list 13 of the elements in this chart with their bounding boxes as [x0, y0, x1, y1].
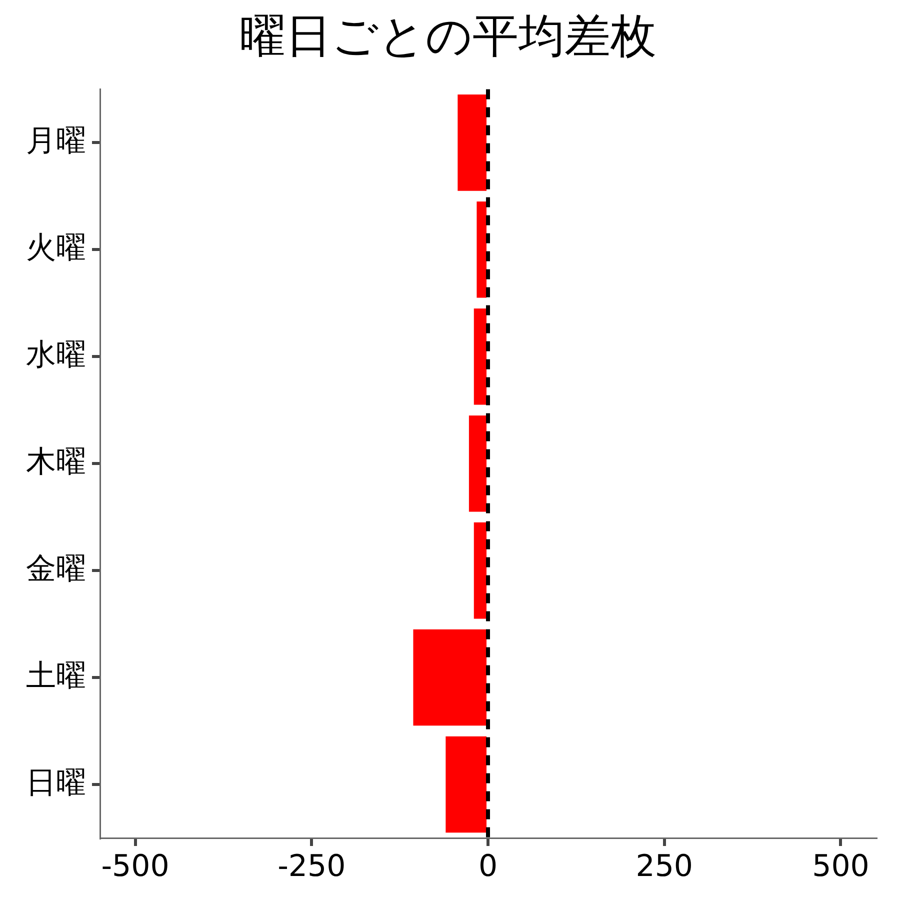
x-tick-label: 0 [478, 848, 498, 884]
y-tick-label: 木曜 [26, 444, 86, 480]
y-tick-label: 土曜 [26, 658, 86, 694]
x-tick-label: -500 [101, 848, 170, 884]
x-tick-label: 500 [812, 848, 870, 884]
chart-title: 曜日ごとの平均差枚 [240, 8, 656, 63]
y-tick-label: 月曜 [26, 123, 86, 158]
x-tick-label: -250 [278, 848, 346, 884]
y-tick-label: 日曜 [26, 765, 86, 800]
y-tick-label: 金曜 [26, 551, 86, 586]
y-tick-label: 火曜 [26, 230, 86, 266]
y-tick-label: 水曜 [26, 337, 86, 372]
x-tick-label: 250 [636, 848, 693, 884]
